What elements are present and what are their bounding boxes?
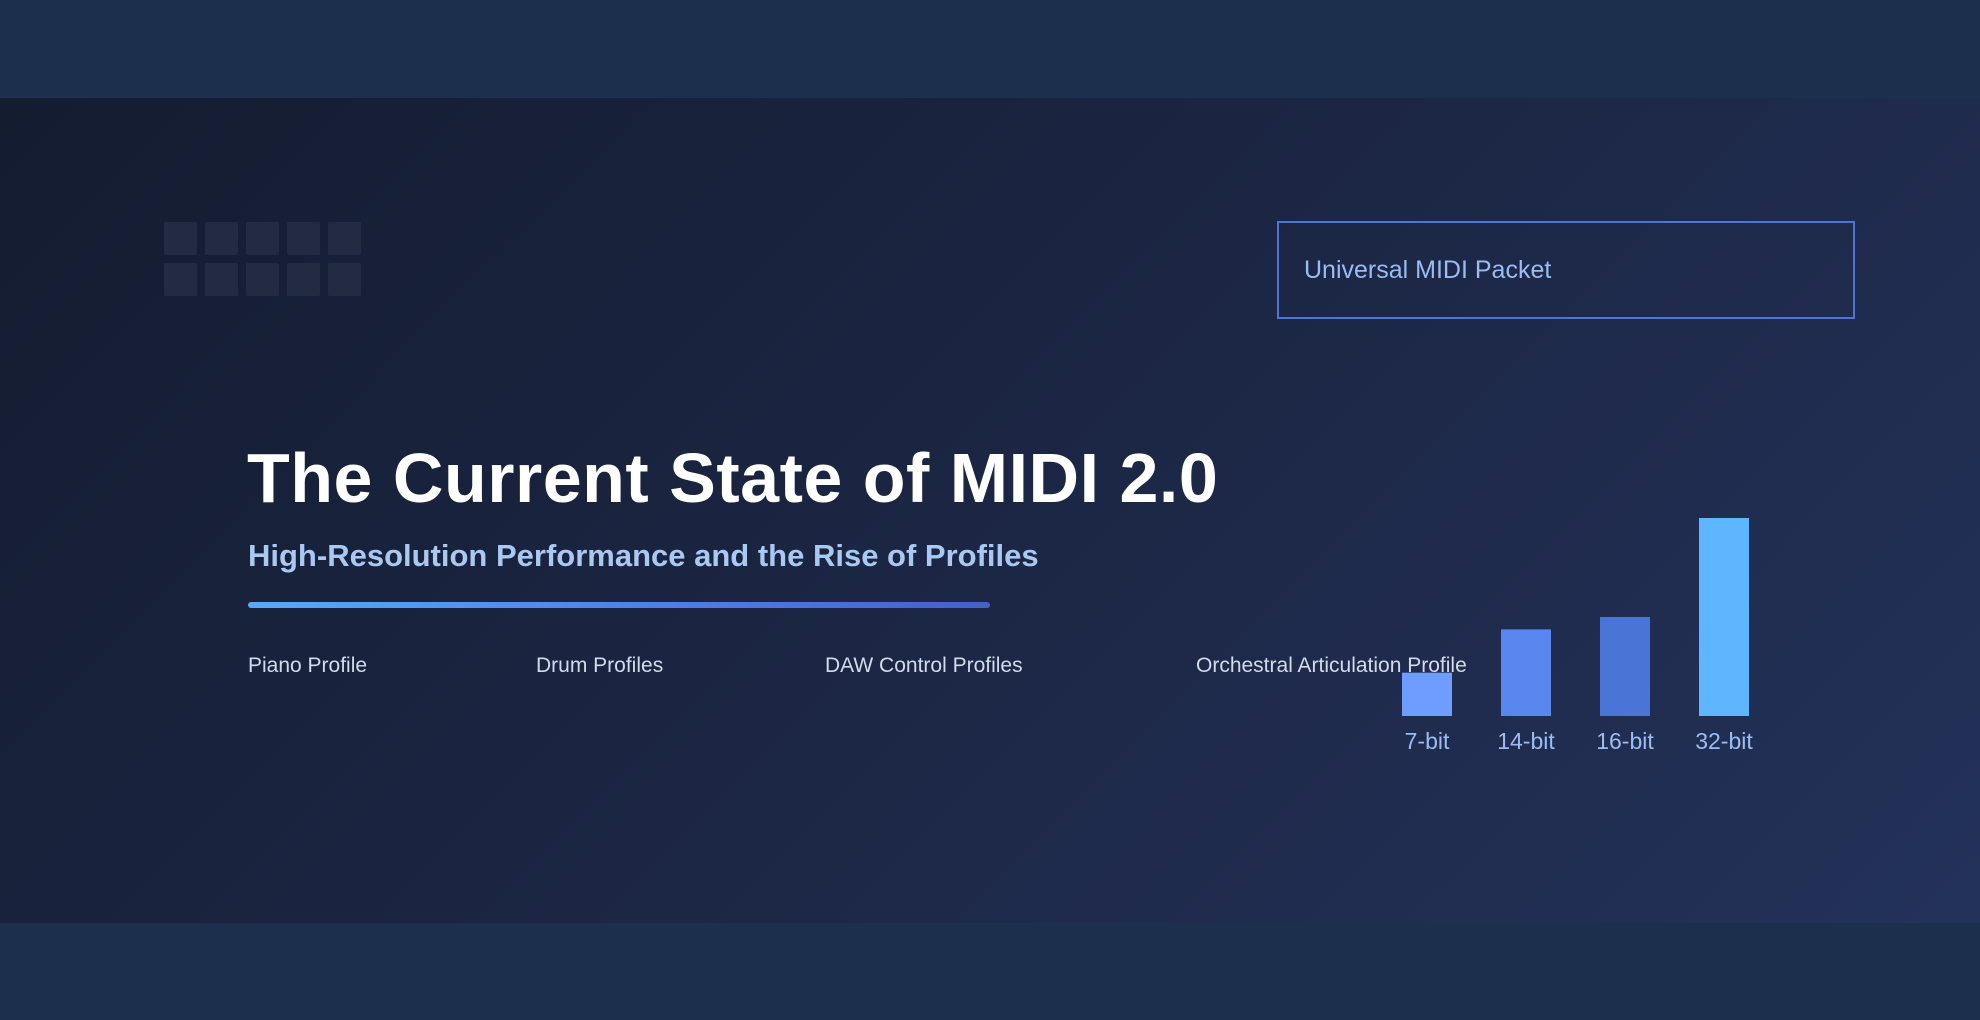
grid-square: [246, 222, 279, 255]
tick-label-16-bit: 16-bit: [1596, 728, 1654, 754]
tick-label-14-bit: 14-bit: [1497, 728, 1555, 754]
slide-subtitle: High-Resolution Performance and the Rise…: [248, 538, 1039, 573]
universal-midi-packet-box: Universal MIDI Packet: [1277, 221, 1855, 319]
title-slide: Universal MIDI Packet The Current State …: [0, 98, 1980, 923]
bar-14-bit: [1501, 629, 1551, 716]
grid-square: [164, 263, 197, 296]
bar-32-bit: [1699, 518, 1749, 716]
profile-piano: Piano Profile: [248, 654, 368, 677]
profile-drum: Drum Profiles: [536, 654, 664, 677]
grid-square: [164, 222, 197, 255]
grid-square: [328, 263, 361, 296]
grid-square: [287, 222, 320, 255]
grid-square: [287, 263, 320, 296]
packet-label: Universal MIDI Packet: [1304, 255, 1552, 284]
profile-daw-control: DAW Control Profiles: [825, 654, 1023, 677]
profile-orchestral-articulation: Orchestral Articulation Profile: [1196, 654, 1467, 677]
grid-square: [328, 222, 361, 255]
bar-7-bit: [1402, 672, 1452, 716]
title-underline: [248, 602, 990, 608]
bar-16-bit: [1600, 617, 1650, 716]
tick-label-32-bit: 32-bit: [1695, 728, 1753, 754]
slide-title: The Current State of MIDI 2.0: [247, 439, 1219, 517]
profiles-row: Piano Profile Drum Profiles DAW Control …: [0, 654, 1600, 684]
grid-square: [205, 263, 238, 296]
grid-square: [205, 222, 238, 255]
tick-label-7-bit: 7-bit: [1405, 728, 1450, 754]
resolution-bar-chart: 7-bit 14-bit 16-bit 32-bit: [1402, 518, 1753, 754]
grid-square: [246, 263, 279, 296]
decorative-grid-icon: [164, 222, 361, 296]
